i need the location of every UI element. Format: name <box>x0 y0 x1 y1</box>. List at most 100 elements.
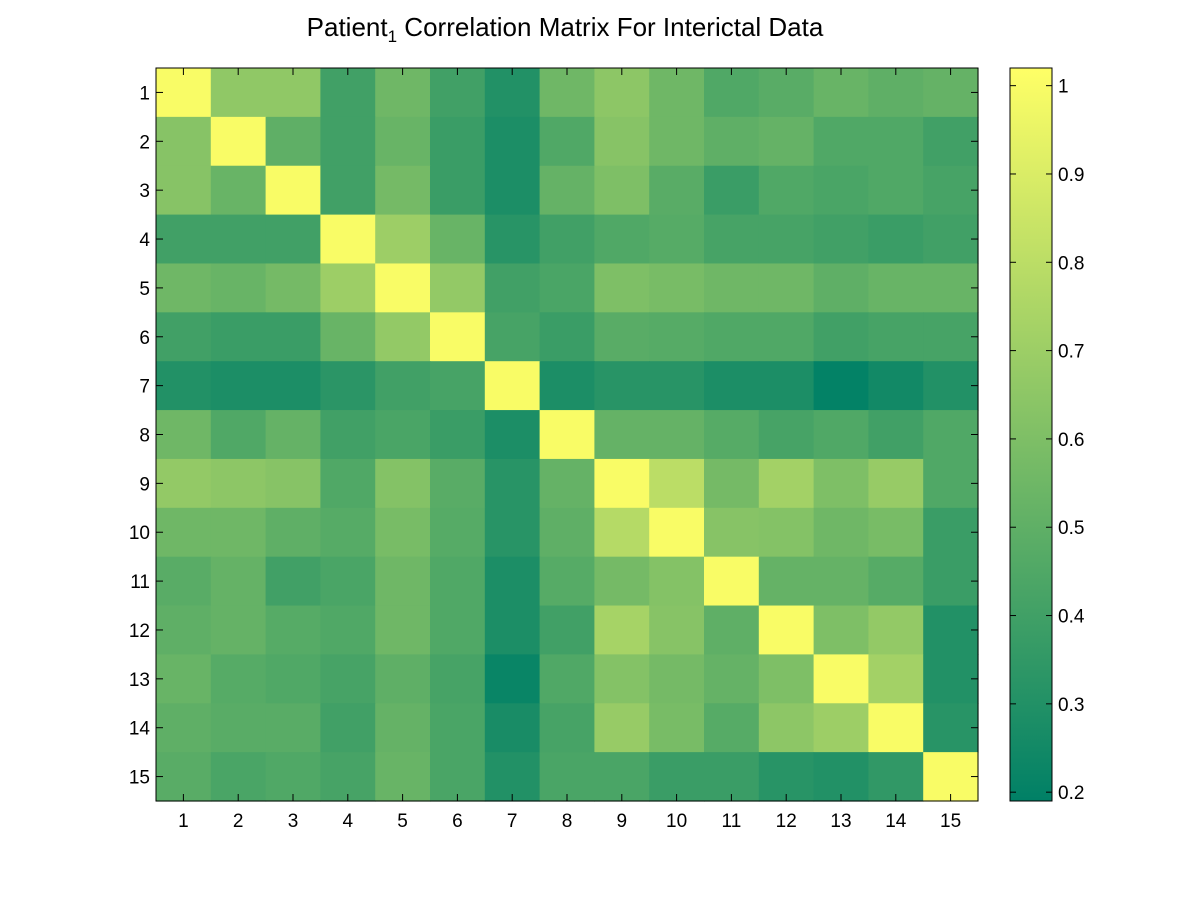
heatmap-cell <box>539 68 595 118</box>
heatmap-cell <box>704 458 760 509</box>
heatmap-cell <box>156 507 212 558</box>
heatmap-cell <box>265 263 321 313</box>
heatmap-cell <box>868 410 924 460</box>
heatmap-cell <box>539 410 595 460</box>
heatmap-cell <box>923 410 979 460</box>
heatmap-cell <box>649 165 705 216</box>
colorbar-tick-label: 0.7 <box>1058 342 1084 363</box>
colorbar <box>1010 68 1052 801</box>
heatmap-cell <box>265 605 321 655</box>
heatmap-cell <box>430 410 486 460</box>
heatmap-cell <box>375 605 431 655</box>
heatmap-cell <box>430 556 486 607</box>
heatmap-cell <box>430 507 486 558</box>
heatmap-cell <box>539 312 595 362</box>
heatmap-cell <box>539 752 595 802</box>
heatmap-cell <box>320 458 376 509</box>
heatmap-cell <box>594 605 650 655</box>
heatmap-cell <box>156 214 212 265</box>
colorbar-tick-label: 0.6 <box>1058 430 1084 451</box>
heatmap-cell <box>210 752 267 802</box>
heatmap-cell <box>156 458 212 509</box>
heatmap-cell <box>758 703 815 753</box>
heatmap-cell <box>265 116 321 167</box>
heatmap-cell <box>813 165 869 216</box>
heatmap-cell <box>539 116 595 167</box>
heatmap-cell <box>813 410 869 460</box>
heatmap-cell <box>868 263 924 313</box>
heatmap-cell <box>320 556 376 607</box>
heatmap-cell <box>375 263 431 313</box>
heatmap-cell <box>375 312 431 362</box>
heatmap-cell <box>210 116 267 167</box>
heatmap-cell <box>649 654 705 704</box>
heatmap-cell <box>430 214 486 265</box>
heatmap-cell <box>758 507 815 558</box>
heatmap-cell <box>265 752 321 802</box>
heatmap-cell <box>156 752 212 802</box>
heatmap-cell <box>813 263 869 313</box>
x-tick-labels: 1 2 3 4 5 6 7 8 9 10 11 12 13 14 15 <box>178 811 961 832</box>
heatmap-cell <box>923 654 979 704</box>
x-tick-label: 11 <box>722 811 742 832</box>
heatmap-cell <box>649 116 705 167</box>
heatmap-cell <box>430 312 486 362</box>
heatmap-cell <box>265 312 321 362</box>
heatmap-cell <box>813 605 869 655</box>
y-tick-label: 13 <box>129 670 150 691</box>
heatmap-cell <box>375 458 431 509</box>
heatmap-cell <box>156 703 212 753</box>
heatmap-cell <box>210 458 267 509</box>
heatmap-cell <box>923 312 979 362</box>
heatmap-cell <box>868 214 924 265</box>
heatmap-cell <box>430 654 486 704</box>
heatmap-cell <box>430 605 486 655</box>
x-tick-label: 14 <box>885 811 907 832</box>
heatmap-cell <box>210 507 267 558</box>
y-tick-label: 10 <box>129 523 150 544</box>
heatmap-cell <box>868 165 924 216</box>
x-tick-label: 15 <box>940 811 961 832</box>
axis-ticks <box>156 68 978 801</box>
colorbar-tick-label: 0.9 <box>1058 165 1084 186</box>
heatmap-cell <box>156 556 212 607</box>
heatmap-cell <box>923 458 979 509</box>
heatmap-cell <box>649 703 705 753</box>
heatmap-cell <box>210 361 267 411</box>
heatmap-cell <box>868 556 924 607</box>
heatmap-cell <box>484 752 541 802</box>
heatmap-cell <box>320 752 376 802</box>
heatmap-cell <box>210 263 267 313</box>
x-tick-label: 6 <box>452 811 463 832</box>
title-main: Patient <box>306 12 388 42</box>
heatmap-cell <box>704 68 760 118</box>
y-tick-label: 5 <box>139 279 150 300</box>
heatmap-cell <box>868 361 924 411</box>
y-tick-label: 2 <box>139 132 150 153</box>
heatmap-cell <box>758 605 815 655</box>
heatmap-cell <box>923 605 979 655</box>
heatmap-cell <box>265 507 321 558</box>
x-tick-label: 12 <box>776 811 797 832</box>
heatmap-cell <box>923 703 979 753</box>
heatmap-cell <box>539 703 595 753</box>
heatmap-cell <box>484 312 541 362</box>
heatmap-cell <box>265 165 321 216</box>
heatmap-cell <box>210 165 267 216</box>
heatmap-cell <box>484 165 541 216</box>
heatmap-cell <box>375 507 431 558</box>
y-tick-label: 7 <box>139 377 150 398</box>
heatmap-cell <box>594 752 650 802</box>
heatmap-cell <box>758 165 815 216</box>
heatmap-cell <box>375 165 431 216</box>
heatmap-cell <box>430 116 486 167</box>
heatmap-cell <box>704 752 760 802</box>
y-tick-label: 8 <box>139 426 150 447</box>
heatmap-cell <box>649 410 705 460</box>
heatmap-cell <box>375 654 431 704</box>
heatmap-cell <box>484 263 541 313</box>
heatmap-cell <box>320 165 376 216</box>
